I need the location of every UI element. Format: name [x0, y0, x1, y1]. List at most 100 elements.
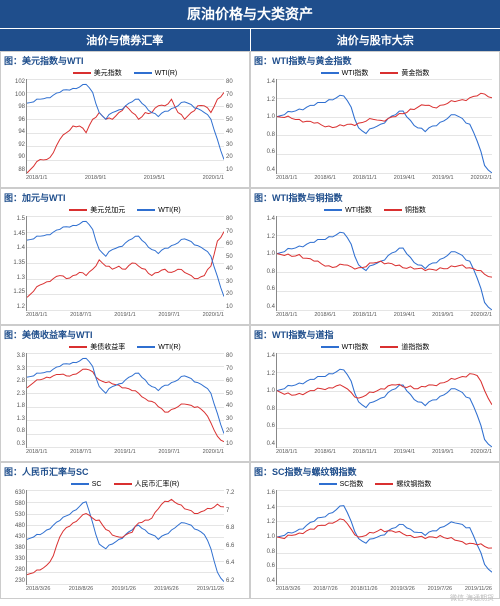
x-tick-label: 2020/2/1 [471, 449, 492, 455]
chart-area: 1021009896949290888070605040302010 [26, 79, 224, 174]
x-tick-label: 2019/3/26 [390, 586, 414, 592]
x-tick-label: 2018/3/26 [26, 586, 50, 592]
x-tick-label: 2019/7/26 [428, 586, 452, 592]
x-tick-label: 2019/9/1 [432, 312, 453, 318]
legend: WTI指数 道指指数 [254, 342, 496, 352]
legend: WTI指数 黄金指数 [254, 68, 496, 78]
plot-svg [277, 79, 492, 173]
legend-item: 铜指数 [384, 205, 426, 215]
legend-item: 美元兑加元 [69, 205, 125, 215]
legend: 美元指数WTI(R) [4, 68, 246, 78]
x-tick-label: 2019/11/26 [465, 586, 492, 592]
chart-title: 图：人民币汇率与SC [4, 465, 246, 478]
x-tick-label: 2018/1/1 [276, 175, 297, 181]
x-tick-label: 2019/9/1 [432, 449, 453, 455]
chart-title: 图：美债收益率与WTI [4, 328, 246, 341]
legend: SC 人民币汇率(R) [4, 479, 246, 489]
y-axis-left: 1.41.21.00.80.60.4 [255, 79, 275, 173]
chart-area: 1.41.21.00.80.60.4 [276, 216, 492, 311]
x-axis: 2018/1/12018/6/12018/11/12019/4/12019/9/… [276, 312, 492, 318]
series-line-0 [277, 95, 492, 173]
legend-label: WTI指数 [342, 68, 369, 78]
plot-svg [27, 490, 224, 584]
chart-cell-4: 图：美债收益率与WTI美债收益率WTI(R)3.83.32.82.31.81.3… [0, 325, 250, 462]
x-tick-label: 2018/1/1 [26, 312, 47, 318]
plot-svg [27, 79, 224, 173]
y-axis-left: 1.41.21.00.80.60.4 [255, 353, 275, 447]
x-axis: 2018/1/12018/9/12019/5/12020/1/1 [26, 175, 224, 181]
y-axis-right: 8070605040302010 [226, 353, 246, 447]
x-axis: 2018/1/12018/7/12019/1/12019/7/12020/1/1 [26, 449, 224, 455]
x-axis: 2018/1/1 2018/6/1 2018/11/1 2019/4/1 2019/9/… [276, 449, 492, 455]
chart-title: 图：加元与WTI [4, 191, 246, 204]
chart-area: 6305805304804303803302802307.276.86.66.4… [26, 490, 224, 585]
x-tick-label: 2019/6/26 [154, 586, 178, 592]
main-title: 原油价格与大类资产 [0, 0, 500, 29]
chart-title: 图：SC指数与螺纹钢指数 [254, 465, 496, 478]
x-tick-label: 2018/7/1 [70, 449, 91, 455]
y-axis-right: 7.276.86.66.46.2 [226, 490, 246, 584]
x-tick-label: 2019/4/1 [394, 449, 415, 455]
chart-cell-1: 图：WTI指数与黄金指数WTI指数黄金指数1.41.21.00.80.60.42… [250, 51, 500, 188]
x-axis: 2018/3/262018/8/262019/1/262019/6/262019… [26, 586, 224, 592]
left-header: 油价与债券汇率 [0, 29, 251, 51]
legend-item: WTI指数 [321, 342, 369, 352]
x-tick-label: 2020/1/1 [203, 449, 224, 455]
legend: 美元兑加元WTI(R) [4, 205, 246, 215]
y-axis-right: 8070605040302010 [226, 216, 246, 310]
legend-label: 人民币汇率(R) [135, 479, 180, 489]
legend-item: 美债收益率 [69, 342, 125, 352]
chart-cell-5: 图：WTI指数与道指WTI指数道指指数1.41.21.00.80.60.4201… [250, 325, 500, 462]
series-line-1 [27, 358, 224, 433]
legend-label: SC [92, 481, 102, 488]
sub-header: 油价与债券汇率 油价与股市大宗 [0, 29, 500, 51]
x-tick-label: 2018/1/1 [26, 449, 47, 455]
legend-label: 美债收益率 [90, 342, 125, 352]
chart-area: 1.41.21.00.80.60.4 [276, 79, 492, 174]
x-tick-label: 2019/4/1 [394, 175, 415, 181]
series-line-0 [277, 369, 492, 447]
chart-cell-0: 图：美元指数与WTI美元指数WTI(R)10210098969492908880… [0, 51, 250, 188]
x-axis: 2018/3/262018/7/262018/11/262019/3/26201… [276, 586, 492, 592]
legend-label: 道指指数 [401, 342, 429, 352]
series-line-1 [277, 374, 492, 405]
chart-cell-6: 图：人民币汇率与SC SC 人民币汇率(R)63058053048043038033… [0, 462, 250, 599]
legend-label: 黄金指数 [401, 68, 429, 78]
plot-svg [27, 353, 224, 447]
x-tick-label: 2018/11/1 [353, 449, 377, 455]
legend: SC指数螺纹钢指数 [254, 479, 496, 489]
series-line-1 [27, 221, 224, 296]
x-tick-label: 2018/1/1 [26, 175, 47, 181]
x-tick-label: 2020/1/1 [203, 312, 224, 318]
y-axis-left: 1.41.21.00.80.60.4 [255, 216, 275, 310]
x-tick-label: 2020/1/1 [203, 175, 224, 181]
x-axis: 2018/1/12018/6/12018/11/12019/4/12019/9/… [276, 175, 492, 181]
series-line-0 [27, 232, 224, 298]
plot-svg [277, 216, 492, 310]
chart-area: 3.83.32.82.31.81.30.80.38070605040302010 [26, 353, 224, 448]
series-line-0 [277, 506, 492, 573]
y-axis-right: 8070605040302010 [226, 79, 246, 173]
x-tick-label: 2018/6/1 [314, 449, 335, 455]
chart-area: 1.61.41.21.00.80.60.4 [276, 490, 492, 585]
right-header: 油价与股市大宗 [251, 29, 500, 51]
chart-area: 1.51.451.41.351.31.251.28070605040302010 [26, 216, 224, 311]
chart-title: 图：WTI指数与黄金指数 [254, 54, 496, 67]
x-tick-label: 2018/1/1 [276, 449, 297, 455]
x-tick-label: 2019/9/1 [432, 175, 453, 181]
watermark: 微信 海通期货 [450, 593, 494, 603]
legend-label: 美元兑加元 [90, 205, 125, 215]
x-tick-label: 2018/11/1 [353, 312, 377, 318]
legend-label: 螺纹钢指数 [396, 479, 431, 489]
x-tick-label: 2018/11/26 [350, 586, 377, 592]
x-tick-label: 2019/7/1 [158, 449, 179, 455]
x-tick-label: 2019/11/26 [197, 586, 224, 592]
x-tick-label: 2020/2/1 [471, 175, 492, 181]
x-tick-label: 2018/7/26 [313, 586, 337, 592]
series-line-0 [277, 232, 492, 310]
plot-svg [277, 490, 492, 584]
chart-title: 图：美元指数与WTI [4, 54, 246, 67]
x-tick-label: 2019/1/26 [111, 586, 135, 592]
x-tick-label: 2019/4/1 [394, 312, 415, 318]
y-axis-left: 1.61.41.21.00.80.60.4 [255, 490, 275, 584]
